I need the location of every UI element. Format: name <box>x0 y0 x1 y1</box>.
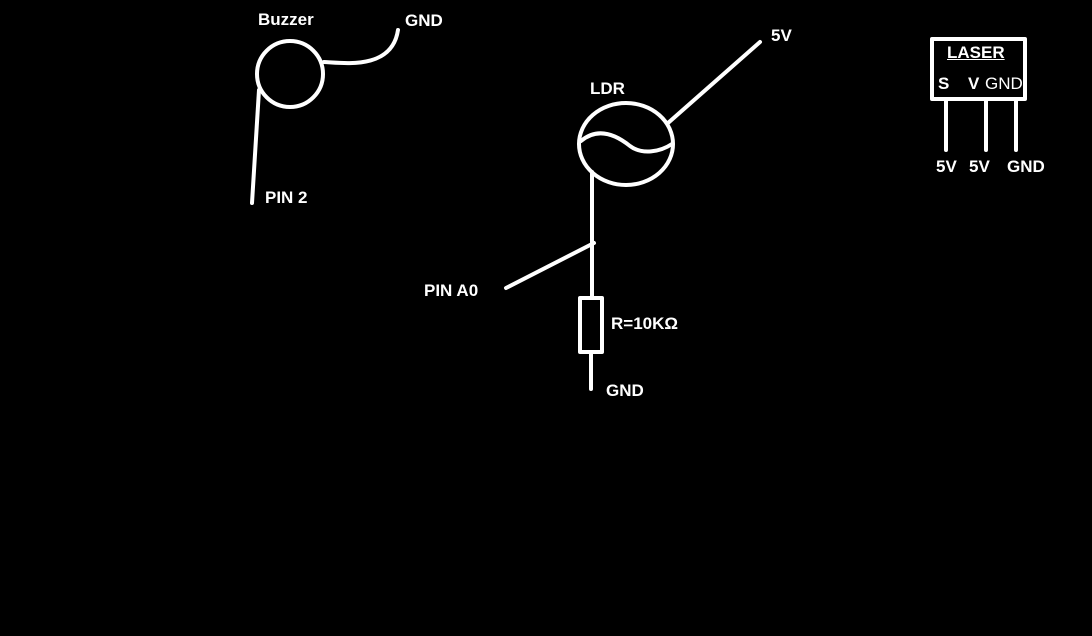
laser-v-connection: 5V <box>969 157 990 176</box>
laser-pin-gnd-label: GND <box>985 74 1023 93</box>
buzzer-gnd-label: GND <box>405 11 443 30</box>
laser-s-connection: 5V <box>936 157 957 176</box>
ldr-5v-label: 5V <box>771 26 792 45</box>
buzzer-pin2-wire <box>250 88 261 205</box>
pin-a0-wire <box>504 241 596 290</box>
buzzer-pin-label: PIN 2 <box>265 188 308 207</box>
ldr-label: LDR <box>590 79 625 98</box>
buzzer-symbol <box>255 39 325 109</box>
laser-gnd-connection: GND <box>1007 157 1045 176</box>
buzzer-gnd-wire <box>322 28 400 66</box>
laser-pin-s-label: S <box>938 74 950 93</box>
ldr-wave <box>579 131 674 154</box>
laser-pin-v-label: V <box>968 74 980 93</box>
laser-label: LASER <box>947 43 1005 62</box>
laser-module <box>930 37 1027 101</box>
ldr-5v-wire <box>666 40 762 125</box>
buzzer-label: Buzzer <box>258 10 314 29</box>
resistor-symbol <box>578 296 604 354</box>
ldr-gnd-label: GND <box>606 381 644 400</box>
resistor-label: R=10KΩ <box>611 314 679 333</box>
pin-a0-label: PIN A0 <box>424 281 479 300</box>
